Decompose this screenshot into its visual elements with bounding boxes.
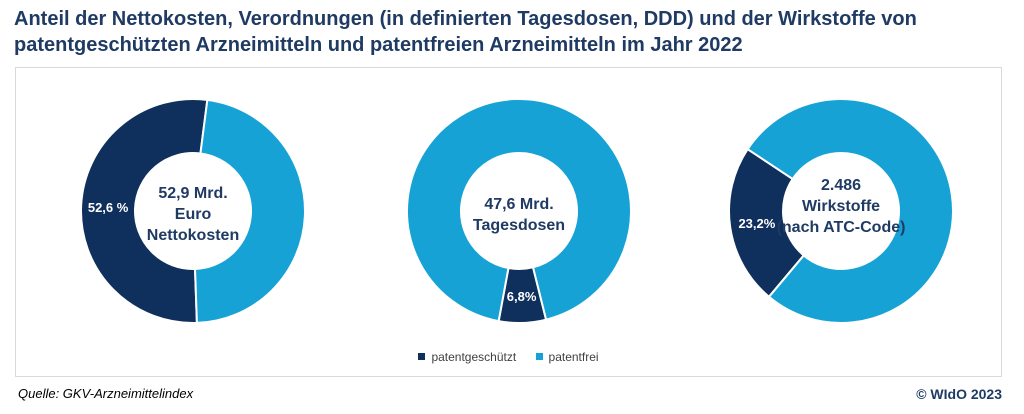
donut-tagesdosen: 6,8% 47,6 Mrd. Tagesdosen xyxy=(399,68,639,376)
pie-slice-patentfrei xyxy=(193,98,306,324)
center-label-line: 47,6 Mrd. xyxy=(484,196,554,213)
copyright: © WIdO 2023 xyxy=(916,386,1002,402)
chart-title-line-1: Anteil der Nettokosten, Verordnungen (in… xyxy=(14,8,917,30)
donut-wirkstoffe-svg: 23,2% xyxy=(728,98,954,324)
legend-item-patentfrei: patentfrei xyxy=(535,350,599,364)
source-note: Quelle: GKV-Arzneimittelindex xyxy=(18,386,194,401)
center-label-line: 2.486 xyxy=(820,177,862,194)
legend-swatch-patentfrei xyxy=(535,353,543,360)
center-label-line: 52,9 Mrd. xyxy=(158,185,228,202)
center-label-line: Wirkstoffe xyxy=(801,198,881,215)
donut-tagesdosen-center-label: 47,6 Mrd. Tagesdosen xyxy=(399,194,639,236)
chart-title: Anteil der Nettokosten, Verordnungen (in… xyxy=(14,6,1014,58)
pie-data-label: 52,6 % xyxy=(88,200,129,215)
pie-data-label: 6,8% xyxy=(507,289,537,304)
pie-slice-patentgeschuetzt xyxy=(728,147,806,299)
center-label-line: Tagesdosen xyxy=(472,217,566,234)
center-label-line: Nettokosten xyxy=(146,227,240,244)
chart-legend: patentgeschützt patentfrei xyxy=(16,350,1001,364)
pie-slice-patentfrei xyxy=(406,98,632,323)
donut-tagesdosen-svg: 6,8% xyxy=(406,98,632,324)
donut-nettokosten-center-label: 52,9 Mrd. Euro Nettokosten xyxy=(73,183,313,246)
donut-nettokosten-svg: 52,6 % xyxy=(80,98,306,324)
center-label-line: (nach ATC-Code) xyxy=(776,219,906,236)
legend-item-patentgeschuetzt: patentgeschützt xyxy=(418,350,516,364)
pie-data-label: 23,2% xyxy=(738,216,775,231)
chart-panel: 52,6 % 52,9 Mrd. Euro Nettokosten 6,8% 4… xyxy=(15,67,1002,377)
donut-wirkstoffe: 23,2% 2.486 Wirkstoffe (nach ATC-Code) xyxy=(721,68,961,376)
donut-nettokosten: 52,6 % 52,9 Mrd. Euro Nettokosten xyxy=(73,68,313,376)
legend-swatch-patentgeschuetzt xyxy=(418,353,426,360)
center-label-line: Euro xyxy=(174,206,212,223)
chart-title-line-2: patentgeschützten Arzneimitteln und pate… xyxy=(14,34,743,56)
legend-label: patentfrei xyxy=(548,350,599,364)
pie-slice-patentgeschuetzt xyxy=(80,98,209,324)
pie-slice-patentfrei xyxy=(746,98,954,324)
legend-label: patentgeschützt xyxy=(431,350,517,364)
donut-wirkstoffe-center-label: 2.486 Wirkstoffe (nach ATC-Code) xyxy=(721,175,961,238)
